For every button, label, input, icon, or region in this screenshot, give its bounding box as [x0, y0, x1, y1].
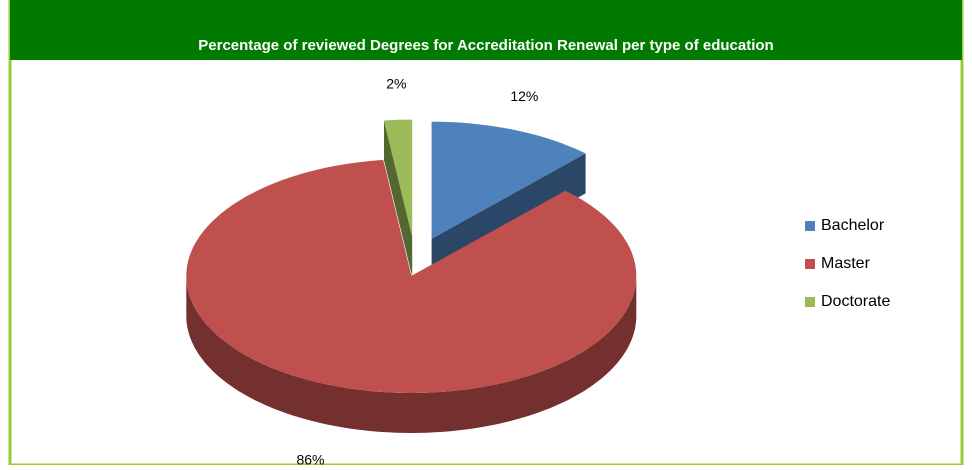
- data-label: 12%: [510, 88, 538, 104]
- slice: [431, 121, 586, 239]
- legend-label: Bachelor: [821, 217, 885, 234]
- data-label: 2%: [386, 75, 406, 91]
- data-label: 86%: [296, 451, 324, 465]
- slice-wall: [384, 120, 413, 277]
- slice: [384, 119, 413, 237]
- legend: Bachelor Master Doctorate: [805, 217, 890, 310]
- slice: [186, 159, 637, 393]
- legend-swatch: [805, 221, 815, 231]
- legend-swatch: [805, 259, 815, 269]
- legend-label: Master: [821, 255, 871, 272]
- title-bar: [10, 0, 962, 60]
- legend-label: Doctorate: [821, 293, 890, 310]
- legend-swatch: [805, 297, 815, 307]
- chart-title: Percentage of reviewed Degrees for Accre…: [198, 37, 773, 54]
- slice-side: [186, 276, 637, 433]
- pie: 12% 86% 2%: [186, 75, 637, 467]
